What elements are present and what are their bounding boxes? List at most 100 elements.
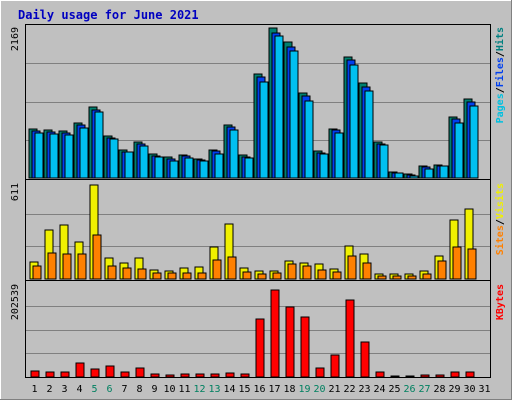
chart-panels: 2169 Pages/Files/Hits 611 Sites/Visits 20253… [10,24,506,378]
bar-sites [152,272,162,280]
bar-pages [124,151,134,179]
bar-kbytes [330,354,340,378]
bar-kbytes [405,375,415,378]
bar-sites [182,272,192,280]
bar-kbytes [240,373,250,378]
bar-pages [469,105,479,179]
bar-kbytes [315,367,325,378]
bar-kbytes [120,371,130,378]
bar-sites [107,265,117,280]
bar-sites [317,269,327,280]
bar-sites [47,252,57,280]
x-tick-label: 22 [343,384,355,395]
bar-sites [272,272,282,280]
panel-max-label: 611 [10,183,21,201]
x-tick-label: 21 [328,384,340,395]
legend-entry: KBytes [495,284,506,320]
bar-kbytes [360,341,370,378]
x-tick-label: 18 [283,384,295,395]
bar-pages [439,165,449,179]
bar-kbytes [210,373,220,378]
x-tick-label: 28 [433,384,445,395]
x-tick-label: 20 [313,384,325,395]
legend-entry: Sites [494,225,506,255]
bar-sites [362,262,372,280]
bar-sites [392,275,402,280]
bar-pages [274,35,284,179]
panel-legend: Pages/Files/Hits [494,27,506,123]
legend-entry: Pages [495,93,506,123]
bar-pages [409,175,419,179]
x-axis-labels: 1 2 3 4 5 6 7 8 9 10 11 12 13 14 15 16 17 18 19 20 21 22 23 24 2… [31,384,490,395]
x-tick-label: 29 [448,384,460,395]
bar-kbytes [255,318,265,378]
panel-max-label: 2169 [10,27,21,51]
x-tick-label: 3 [61,384,67,395]
x-tick-label: 14 [223,384,235,395]
x-tick-label: 4 [76,384,82,395]
x-tick-label: 26 [403,384,415,395]
bar-sites [227,256,237,280]
bar-kbytes [420,374,430,378]
x-tick-label: 27 [418,384,430,395]
bar-sites [437,260,447,280]
bar-sites [77,253,87,280]
bar-pages [214,153,224,179]
bar-kbytes [90,368,100,378]
panel-max-label: 202539 [10,284,21,320]
bar-kbytes [60,371,70,378]
legend-entry: Hits [494,27,506,51]
bar-pages [289,50,299,179]
bar-kbytes [45,371,55,378]
bar-pages [349,64,359,179]
x-tick-label: 8 [136,384,142,395]
bar-sites [32,265,42,280]
panel-visits-sites: 611 Sites/Visits [10,179,506,280]
bar-sites [62,253,72,280]
bar-sites [167,272,177,280]
bar-kbytes [375,371,385,378]
bar-pages [364,90,374,179]
panel-kbytes: 202539 KBytes [10,280,506,378]
bar-kbytes [75,362,85,378]
bar-pages [169,160,179,179]
x-tick-label: 16 [253,384,265,395]
x-tick-label: 24 [373,384,385,395]
chart-title: Daily usage for June 2021 [18,8,199,22]
bar-sites [197,272,207,280]
bar-kbytes [300,316,310,378]
bar-kbytes [285,306,295,378]
bar-sites [332,271,342,280]
bar-sites [302,265,312,280]
x-tick-label: 6 [106,384,112,395]
bar-pages [379,144,389,179]
bar-pages [154,156,164,179]
bar-kbytes [105,365,115,378]
bar-pages [109,138,119,179]
x-tick-label: 17 [268,384,280,395]
bar-sites [242,271,252,280]
bar-kbytes [150,373,160,378]
bar-pages [49,133,59,179]
panel-pages-files-hits: 2169 Pages/Files/Hits [10,27,506,179]
bar-pages [259,81,269,179]
x-tick-label: 19 [298,384,310,395]
bar-sites [137,268,147,280]
legend-entry: / [495,219,506,225]
x-tick-label: 10 [163,384,175,395]
bar-sites [347,255,357,280]
bar-pages [184,157,194,179]
bar-pages [394,172,404,179]
bar-pages [94,111,104,179]
x-tick-label: 1 [31,384,37,395]
bar-kbytes [165,374,175,378]
bar-sites [407,275,417,280]
bar-kbytes [135,367,145,378]
bar-pages [64,134,74,179]
panel-legend: Sites/Visits [494,183,506,255]
bar-kbytes [435,374,445,378]
x-tick-label: 13 [208,384,220,395]
bar-sites [122,267,132,280]
bar-sites [467,248,477,280]
bar-kbytes [450,371,460,378]
